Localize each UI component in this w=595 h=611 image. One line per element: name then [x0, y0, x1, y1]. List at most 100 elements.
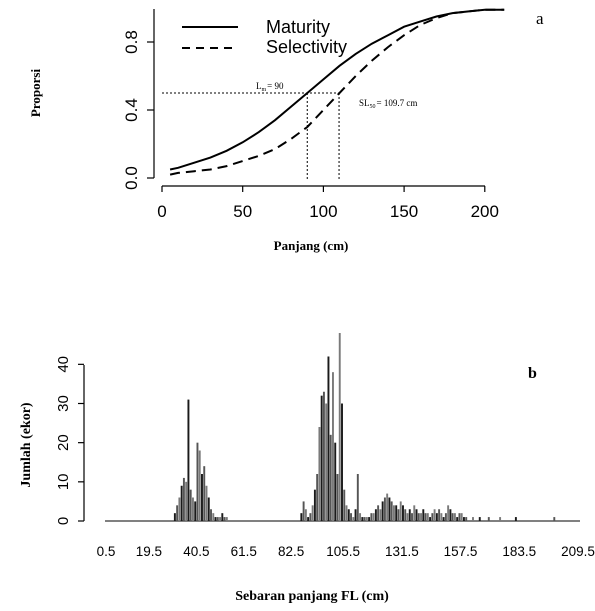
panel-b-y-tick-label: 30 [55, 395, 72, 412]
panel-a-x-tick-label: 200 [471, 202, 499, 221]
panel-b-x-tick-label: 19.5 [136, 544, 162, 559]
histogram-bar [309, 513, 312, 521]
histogram-bar [354, 509, 357, 521]
histogram-bar [386, 493, 389, 521]
histogram-bar [462, 517, 465, 521]
histogram-bar [365, 517, 368, 521]
annotation-lm: Lm= 90 [256, 81, 284, 93]
panel-a-x-tick-label: 150 [390, 202, 418, 221]
panel-a-y-axis-title: Proporsi [28, 69, 43, 118]
histogram-bar [372, 513, 375, 521]
histogram-bar [426, 513, 429, 521]
histogram-bar [363, 517, 366, 521]
panel-a-y-tick-label: 0.0 [122, 166, 141, 190]
panel-b-x-tick-label: 82.5 [278, 544, 304, 559]
panel-b-x-tick-label: 183.5 [502, 544, 536, 559]
histogram-bar [478, 517, 481, 521]
panel-a-x-tick-label: 0 [157, 202, 166, 221]
histogram-bar [420, 513, 422, 521]
histogram-bar [201, 474, 203, 521]
histogram-bar [350, 513, 352, 521]
legend-label-maturity: Maturity [266, 17, 330, 37]
histogram-bar [440, 513, 443, 521]
panel-a-y-tick-label: 0.8 [122, 30, 141, 54]
histogram-bar [176, 505, 179, 521]
histogram-bar [433, 509, 436, 521]
histogram-bar [356, 474, 359, 521]
panel-b-x-tick-label: 209.5 [561, 544, 595, 559]
panel-b-label: b [528, 365, 537, 382]
histogram-bar [343, 489, 346, 521]
histogram-bar [453, 513, 456, 521]
histogram-bar [442, 517, 445, 521]
histogram-bar [399, 501, 402, 521]
histogram-bar [415, 509, 418, 521]
histogram-bar [379, 509, 382, 521]
histogram-bar [334, 442, 337, 521]
histogram-bar [383, 497, 386, 521]
histogram-bar [214, 517, 217, 521]
histogram-bar [397, 509, 400, 521]
histogram-bar [203, 466, 206, 521]
histogram-bar [370, 513, 373, 521]
histogram-bar [336, 474, 339, 521]
histogram-bar [322, 391, 325, 521]
histogram-bar [377, 505, 380, 521]
histogram-bar [381, 501, 384, 521]
histogram-bar [413, 505, 416, 521]
histogram-bar [438, 509, 441, 521]
histogram-bar [221, 513, 224, 521]
histogram-bar [392, 505, 395, 521]
histogram-bar [368, 517, 371, 521]
histogram-bar [341, 403, 343, 521]
histogram-bar [219, 517, 222, 521]
panel-b-x-tick-label: 40.5 [183, 544, 209, 559]
histogram-bar [216, 517, 219, 521]
panel-a-x-tick-label: 50 [233, 202, 252, 221]
histogram-bar [182, 477, 185, 521]
histogram-bar [212, 513, 215, 521]
histogram-bar [329, 434, 332, 521]
legend-label-selectivity: Selectivity [266, 37, 347, 57]
panel-b-x-tick-label: 0.5 [97, 544, 116, 559]
histogram-bar [223, 517, 226, 521]
histogram-bar [196, 442, 199, 521]
histogram-bar [332, 372, 334, 521]
histogram-bar [411, 513, 413, 521]
histogram-bar [514, 517, 517, 521]
histogram-bar [402, 505, 404, 521]
histogram-bar [307, 517, 310, 521]
histogram-bar [225, 517, 228, 521]
histogram-bar [374, 509, 377, 521]
histogram-bar [194, 501, 197, 521]
histogram-bar [406, 513, 409, 521]
histogram-bar [185, 481, 188, 521]
panel-b-x-tick-label: 157.5 [444, 544, 478, 559]
series-line-maturity [169, 8, 505, 171]
histogram-bar [302, 501, 305, 521]
maturity-selectivity-chart: 0 50 100 150 200 0.0 0.4 0.8 Maturity Selectiv… [28, 8, 544, 253]
panel-b-x-axis-title: Sebaran panjang FL (cm) [235, 589, 389, 604]
length-distribution-chart: 0 10 20 30 40 0.5 19.5 40.5 61.5 82.5 105.5 131.5 1… [19, 333, 595, 604]
histogram-bar [359, 513, 362, 521]
series-line-selectivity [169, 8, 505, 176]
panel-a-y-tick-label: 0.4 [122, 98, 141, 122]
panel-b-x-tick-label: 131.5 [385, 544, 419, 559]
panel-b-y-axis-title: Jumlah (ekor) [19, 402, 34, 488]
panel-b-x-tick-label: 61.5 [231, 544, 257, 559]
histogram-bar [487, 517, 490, 521]
histogram-bar [395, 505, 398, 521]
histogram-bar [304, 509, 307, 521]
histogram-bar [352, 517, 355, 521]
panel-b-y-tick-label: 20 [55, 434, 72, 451]
histogram-bar [458, 513, 461, 521]
histogram-bar [422, 509, 425, 521]
histogram-bar [435, 513, 438, 521]
histogram-bar [347, 509, 350, 521]
histogram-bar [191, 497, 194, 521]
histogram-bar [465, 517, 468, 521]
histogram-bar [408, 509, 411, 521]
histogram-bar [207, 497, 210, 521]
histogram-bar [417, 513, 420, 521]
histogram-bar [173, 513, 176, 521]
